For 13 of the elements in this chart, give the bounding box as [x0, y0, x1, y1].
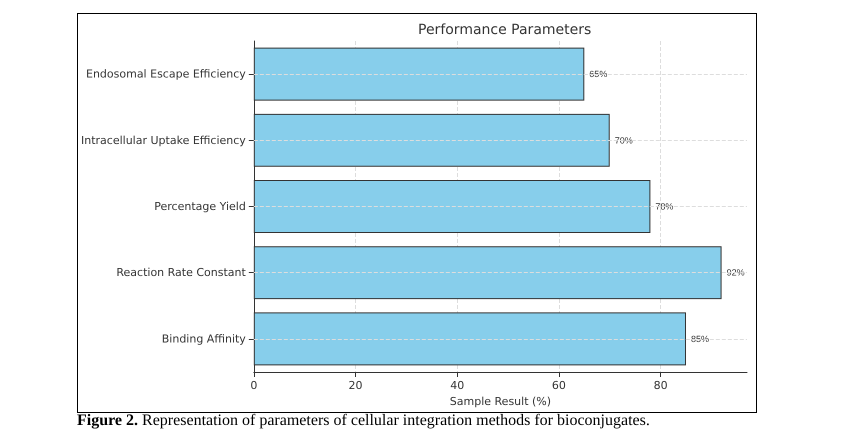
chart-title: Performance Parameters — [418, 22, 592, 38]
x-tick-label: 40 — [450, 379, 464, 392]
y-tick-label: Intracellular Uptake Efficiency — [80, 134, 246, 147]
x-tick-label: 80 — [654, 379, 668, 392]
x-axis-title: Sample Result (%) — [450, 395, 552, 408]
y-tick-label: Binding Affinity — [162, 332, 246, 346]
x-tick-label: 0 — [250, 379, 258, 392]
y-tick-label: Percentage Yield — [154, 200, 246, 213]
y-tick-label: Endosomal Escape Efficiency — [86, 68, 246, 81]
x-tick-label: 20 — [348, 379, 363, 392]
caption: Figure 2. Representation of parameters of cellular integration methods for bioconjugates. — [77, 412, 650, 430]
y-tick-label: Reaction Rate Constant — [116, 266, 246, 280]
x-tick-label: 60 — [552, 379, 566, 392]
